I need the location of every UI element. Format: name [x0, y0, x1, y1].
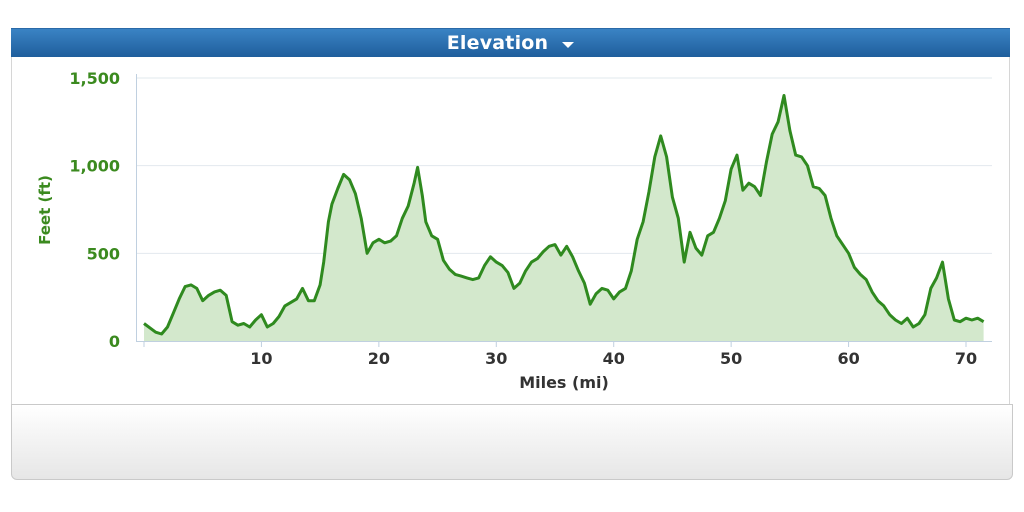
- x-tick-label: 10: [250, 349, 272, 368]
- x-axis-ticks: 10 20 30 40 50 60 70: [143, 341, 977, 368]
- x-tick-label: 30: [485, 349, 507, 368]
- x-tick-label: 70: [955, 349, 977, 368]
- elevation-area-fill: [144, 95, 984, 341]
- chart-type-dropdown[interactable]: Elevation: [11, 28, 1010, 57]
- footer-panel: [11, 404, 1013, 480]
- x-tick-label: 20: [368, 349, 390, 368]
- y-axis-ticks: 0 500 1,000 1,500: [69, 69, 120, 351]
- chart-panel: [11, 57, 1010, 404]
- y-axis-label: Feet (ft): [36, 175, 54, 245]
- grid-lines: [136, 77, 992, 254]
- x-tick-label: 60: [837, 349, 859, 368]
- y-tick-label: 500: [87, 244, 120, 263]
- y-tick-label: 1,500: [69, 69, 120, 88]
- x-axis-label: Miles (mi): [519, 373, 609, 392]
- caret-down-icon: [562, 41, 575, 48]
- elevation-line: [143, 94, 985, 336]
- x-tick-label: 40: [603, 349, 625, 368]
- y-tick-label: 1,000: [69, 157, 120, 176]
- y-tick-label: 0: [109, 332, 120, 351]
- x-tick-label: 50: [720, 349, 742, 368]
- chart-title: Elevation: [446, 32, 549, 54]
